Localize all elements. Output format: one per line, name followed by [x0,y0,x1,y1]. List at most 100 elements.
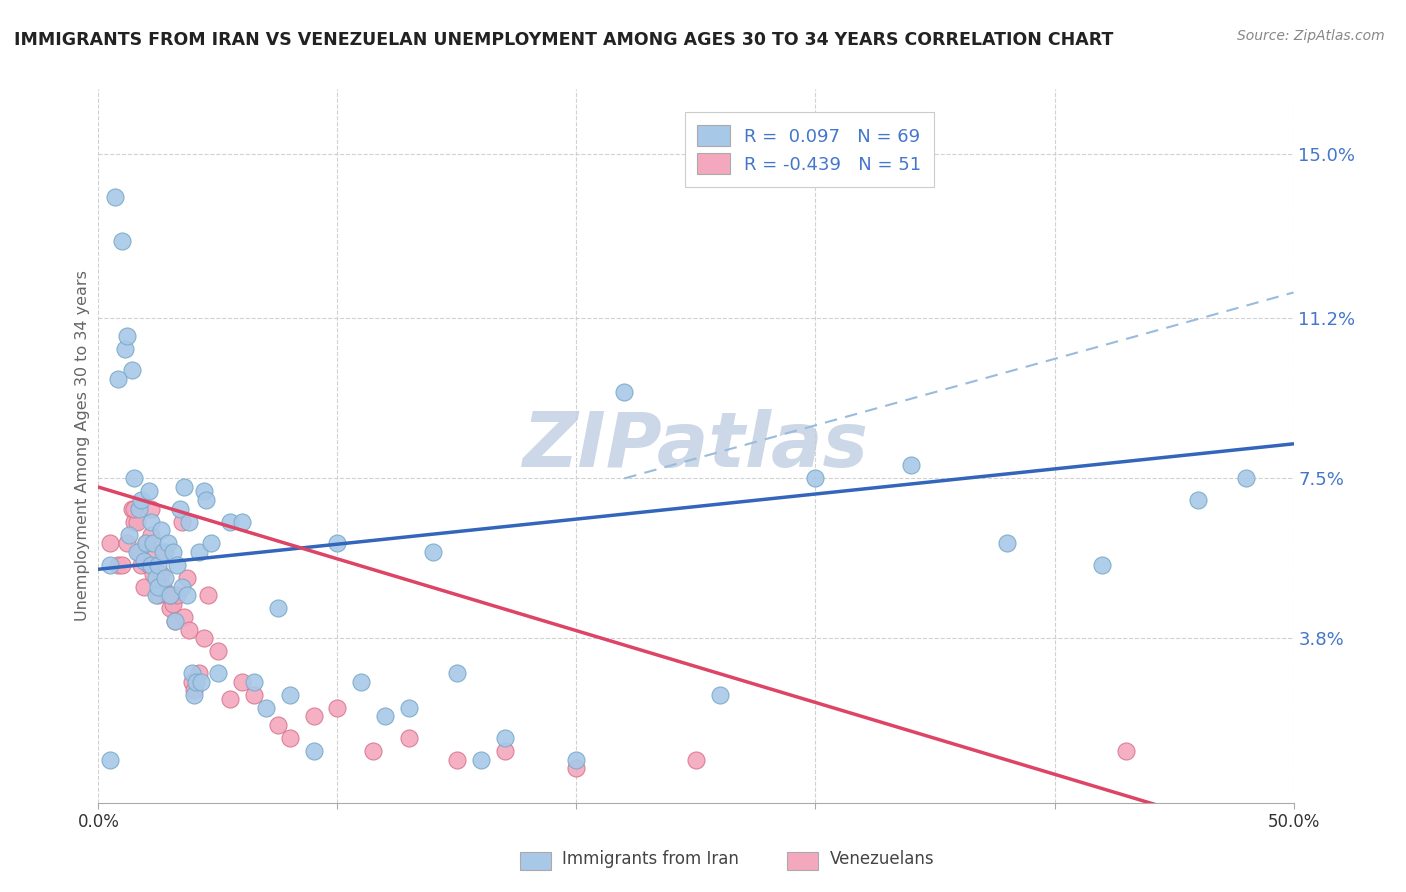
Point [138,558,160,572]
Point [243,674,266,689]
Point [278,688,301,702]
Point [156,536,179,550]
Point [398,731,420,745]
Point [422,545,444,559]
Text: ZIPatlas: ZIPatlas [523,409,869,483]
Point [162,597,184,611]
Point [118,527,141,541]
Point [169,501,191,516]
Point [145,588,167,602]
Point [207,644,229,658]
Point [207,666,229,681]
Point [187,545,209,559]
Point [183,688,205,702]
Point [1115,744,1137,758]
Point [302,744,325,758]
Point [685,753,707,767]
Point [494,744,516,758]
Text: Venezuelans: Venezuelans [830,850,934,868]
Point [139,515,162,529]
Point [231,515,253,529]
Point [190,674,212,689]
Point [173,480,195,494]
Point [183,683,205,698]
Point [186,674,208,689]
Point [350,674,373,689]
Point [155,545,177,559]
Point [446,666,468,681]
Point [128,501,150,516]
Point [398,700,420,714]
Point [565,753,588,767]
Point [166,558,188,572]
Point [995,536,1018,550]
Point [326,700,349,714]
Point [163,614,186,628]
Point [200,536,222,550]
Text: IMMIGRANTS FROM IRAN VS VENEZUELAN UNEMPLOYMENT AMONG AGES 30 TO 34 YEARS CORREL: IMMIGRANTS FROM IRAN VS VENEZUELAN UNEMP… [14,31,1114,49]
Point [173,610,195,624]
Point [124,515,146,529]
Point [132,580,155,594]
Point [195,493,218,508]
Point [565,761,588,775]
Point [179,623,201,637]
Point [176,588,198,602]
Point [1187,493,1209,508]
Point [1234,471,1257,485]
Y-axis label: Unemployment Among Ages 30 to 34 years: Unemployment Among Ages 30 to 34 years [75,270,90,622]
Point [278,731,301,745]
Point [159,588,181,602]
Point [197,588,219,602]
Point [148,588,170,602]
Point [219,692,242,706]
Point [1091,558,1114,572]
Point [125,515,148,529]
Point [115,328,138,343]
Point [219,515,242,529]
Point [98,753,122,767]
Point [267,601,290,615]
Point [193,632,215,646]
Point [363,744,385,758]
Point [107,372,129,386]
Point [159,588,181,602]
Text: Source: ZipAtlas.com: Source: ZipAtlas.com [1237,29,1385,43]
Point [132,553,155,567]
Point [149,566,172,581]
Point [135,536,157,550]
Point [155,571,177,585]
Point [804,471,827,485]
Point [135,536,157,550]
Point [162,545,184,559]
Point [125,545,148,559]
Point [111,234,134,248]
Point [254,700,277,714]
Point [180,674,202,689]
Point [176,571,198,585]
Point [326,536,349,550]
Point [243,688,266,702]
Point [613,384,636,399]
Point [302,709,325,723]
Point [98,536,122,550]
Point [121,363,143,377]
Point [142,536,165,550]
Point [111,558,134,572]
Point [131,493,153,508]
Point [145,571,167,585]
Point [446,753,468,767]
Point [172,515,194,529]
Point [152,580,174,594]
Point [709,688,731,702]
Text: Immigrants from Iran: Immigrants from Iran [562,850,740,868]
Point [139,558,162,572]
Point [121,501,143,516]
Point [159,601,181,615]
Point [145,545,167,559]
Point [494,731,516,745]
Legend: R =  0.097   N = 69, R = -0.439   N = 51: R = 0.097 N = 69, R = -0.439 N = 51 [685,112,934,186]
Point [180,666,202,681]
Point [900,458,922,473]
Point [124,471,146,485]
